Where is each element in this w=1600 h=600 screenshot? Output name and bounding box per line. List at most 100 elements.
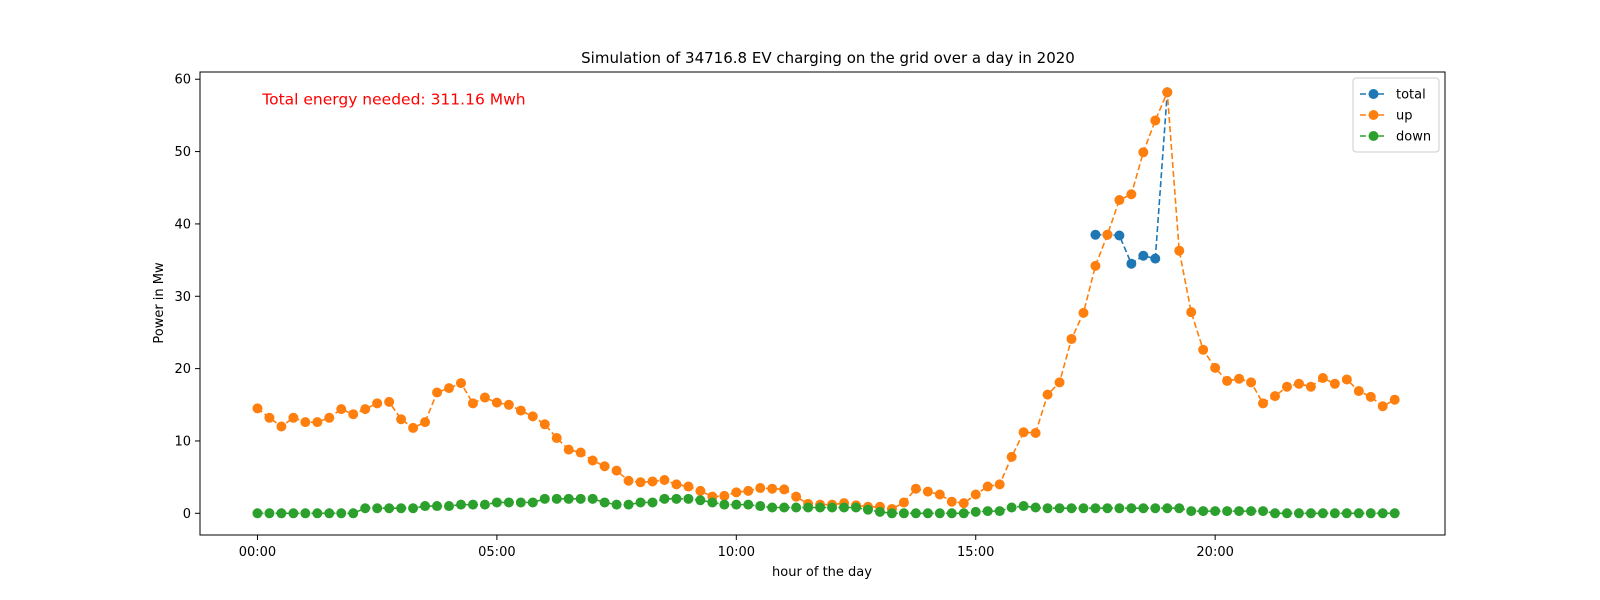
data-point-up bbox=[336, 404, 347, 415]
data-point-up bbox=[276, 421, 287, 432]
data-point-down bbox=[1174, 503, 1185, 514]
data-point-up bbox=[1293, 378, 1304, 389]
data-point-down bbox=[970, 506, 981, 517]
legend-item-down: down bbox=[1360, 130, 1431, 145]
series-line-up bbox=[256, 91, 1396, 510]
legend-marker bbox=[1368, 110, 1379, 120]
data-point-down bbox=[324, 508, 335, 519]
y-tick-label: 30 bbox=[174, 290, 191, 305]
data-point-down bbox=[479, 499, 490, 510]
data-point-down bbox=[1186, 506, 1197, 517]
data-point-down bbox=[599, 497, 610, 508]
data-point-up bbox=[1281, 381, 1292, 392]
total-energy-annotation: Total energy needed: 311.16 Mwh bbox=[261, 91, 525, 109]
data-point-up bbox=[994, 479, 1005, 490]
data-point-up bbox=[1377, 401, 1388, 412]
data-point-down bbox=[910, 508, 921, 519]
data-point-up bbox=[791, 491, 802, 502]
data-point-down bbox=[575, 493, 586, 504]
data-point-up bbox=[1114, 195, 1125, 206]
data-point-up bbox=[384, 396, 395, 407]
data-point-up bbox=[300, 417, 311, 428]
data-point-down bbox=[539, 493, 550, 504]
data-point-total bbox=[1126, 258, 1137, 269]
data-point-down bbox=[336, 508, 347, 519]
x-tick-label: 05:00 bbox=[478, 545, 515, 560]
legend-label: up bbox=[1396, 109, 1413, 124]
data-point-down bbox=[671, 493, 682, 504]
data-point-down bbox=[1114, 503, 1125, 514]
data-point-down bbox=[719, 499, 730, 510]
legend-label: down bbox=[1396, 130, 1431, 145]
data-point-down bbox=[827, 502, 838, 513]
data-point-up bbox=[467, 398, 478, 409]
data-point-up bbox=[288, 412, 299, 423]
data-point-up bbox=[671, 479, 682, 490]
y-tick-label: 20 bbox=[174, 362, 191, 377]
data-point-down bbox=[551, 493, 562, 504]
data-point-down bbox=[791, 502, 802, 513]
data-point-up bbox=[408, 422, 419, 433]
x-tick-label: 00:00 bbox=[239, 545, 276, 560]
data-point-up bbox=[719, 490, 730, 501]
data-point-up bbox=[1138, 147, 1149, 158]
data-point-up bbox=[659, 475, 670, 486]
data-point-down bbox=[815, 502, 826, 513]
data-point-down bbox=[1102, 503, 1113, 514]
data-point-up bbox=[1054, 377, 1065, 388]
data-point-down bbox=[1329, 508, 1340, 519]
y-axis-label: Power in Mw bbox=[152, 262, 167, 344]
data-point-down bbox=[1042, 503, 1053, 514]
data-point-up bbox=[683, 481, 694, 492]
data-point-down bbox=[1006, 502, 1017, 513]
data-point-up bbox=[1341, 374, 1352, 385]
data-point-up bbox=[515, 405, 526, 416]
data-point-up bbox=[731, 487, 742, 498]
data-point-down bbox=[1365, 508, 1376, 519]
data-point-up bbox=[958, 498, 969, 509]
data-point-up bbox=[1198, 344, 1209, 355]
data-point-down bbox=[1270, 508, 1281, 519]
data-point-up bbox=[324, 412, 335, 423]
data-point-up bbox=[360, 404, 371, 415]
data-point-down bbox=[1341, 508, 1352, 519]
chart-title: Simulation of 34716.8 EV charging on the… bbox=[581, 49, 1075, 67]
data-point-up bbox=[479, 392, 490, 403]
data-point-up bbox=[946, 496, 957, 507]
data-point-up bbox=[695, 485, 706, 496]
y-tick-label: 0 bbox=[183, 507, 191, 522]
data-point-up bbox=[1030, 428, 1041, 438]
data-point-up bbox=[934, 489, 945, 500]
data-point-up bbox=[551, 433, 562, 444]
data-point-up bbox=[372, 398, 383, 409]
data-point-down bbox=[1090, 503, 1101, 514]
data-point-down bbox=[527, 497, 538, 508]
data-point-down bbox=[1030, 502, 1041, 513]
data-point-down bbox=[1246, 506, 1257, 517]
data-point-down bbox=[1150, 503, 1161, 514]
data-point-up bbox=[1365, 391, 1376, 402]
data-point-down bbox=[420, 501, 431, 512]
data-point-up bbox=[527, 411, 538, 422]
data-point-down bbox=[1293, 508, 1304, 519]
x-axis-label: hour of the day bbox=[772, 565, 872, 580]
data-point-up bbox=[599, 461, 610, 472]
data-point-up bbox=[348, 409, 359, 420]
legend-item-total: total bbox=[1360, 88, 1426, 103]
data-point-down bbox=[587, 493, 598, 504]
data-point-total bbox=[1090, 229, 1101, 240]
data-point-down bbox=[1198, 506, 1209, 517]
data-point-up bbox=[1042, 389, 1053, 400]
data-point-up bbox=[779, 484, 790, 495]
legend-marker bbox=[1368, 131, 1379, 141]
data-point-up bbox=[432, 387, 443, 398]
data-point-down bbox=[755, 501, 766, 512]
data-point-up bbox=[575, 447, 586, 458]
legend-marker bbox=[1368, 89, 1379, 99]
data-point-down bbox=[779, 502, 790, 513]
data-point-down bbox=[503, 497, 514, 508]
data-point-down bbox=[444, 501, 454, 512]
data-point-down bbox=[1389, 508, 1400, 519]
data-point-up bbox=[1018, 427, 1029, 438]
data-point-up bbox=[623, 475, 634, 486]
